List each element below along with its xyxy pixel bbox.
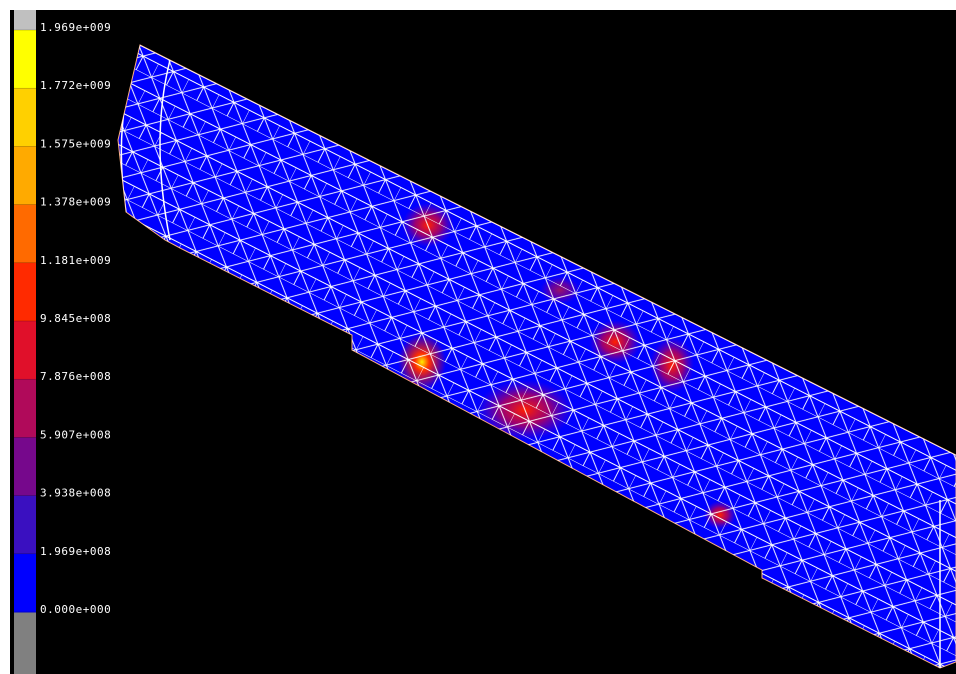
legend-band	[14, 30, 36, 89]
legend-band	[14, 496, 36, 555]
legend-label: 5.907e+008	[40, 428, 111, 441]
legend-label: 9.845e+008	[40, 312, 111, 325]
legend-label: 1.575e+009	[40, 137, 111, 150]
under-range	[14, 612, 36, 674]
legend-label: 1.181e+009	[40, 254, 111, 267]
result-viewer: 1.969e+009 1.772e+009 1.575e+009 1.378e+009…	[0, 0, 956, 674]
legend-label: 1.772e+009	[40, 79, 111, 92]
legend-band	[14, 205, 36, 264]
legend-band	[14, 321, 36, 380]
legend-band	[14, 379, 36, 438]
legend-label: 1.969e+008	[40, 545, 111, 558]
legend-band	[14, 88, 36, 147]
legend-band	[14, 263, 36, 322]
legend-label: 1.969e+009	[40, 21, 111, 34]
over-range	[14, 10, 36, 30]
legend-band	[14, 554, 36, 613]
legend-label: 0.000e+000	[40, 603, 111, 616]
legend-label: 1.378e+009	[40, 196, 111, 209]
legend-label: 3.938e+008	[40, 487, 111, 500]
legend-band	[14, 146, 36, 205]
legend-band	[14, 437, 36, 496]
legend-label: 7.876e+008	[40, 370, 111, 383]
